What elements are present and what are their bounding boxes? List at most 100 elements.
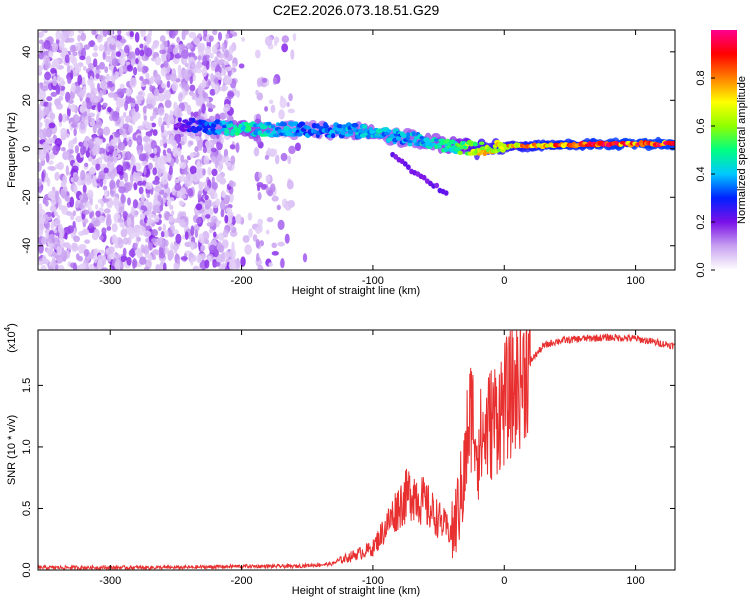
- noise-blob: [96, 140, 101, 146]
- noise-blob: [159, 43, 165, 50]
- noise-blob: [102, 126, 111, 136]
- noise-blob: [84, 162, 89, 168]
- noise-blob: [207, 80, 211, 86]
- noise-blob: [48, 146, 54, 151]
- noise-blob: [100, 78, 107, 89]
- noise-blob: [132, 258, 138, 268]
- noise-blob: [201, 67, 208, 77]
- noise-blob: [135, 58, 139, 64]
- noise-blob: [88, 252, 95, 260]
- noise-blob: [98, 61, 106, 70]
- noise-blob: [204, 198, 212, 210]
- signal-core: [361, 124, 368, 129]
- noise-blob: [140, 30, 146, 38]
- noise-blob: [217, 31, 223, 41]
- noise-blob: [272, 76, 278, 85]
- signal-core: [245, 125, 252, 129]
- noise-blob: [212, 231, 217, 238]
- noise-blob: [214, 57, 220, 65]
- noise-blob: [174, 183, 182, 191]
- noise-blob: [111, 223, 118, 233]
- noise-blob: [74, 42, 81, 51]
- noise-blob: [195, 203, 203, 211]
- noise-blob: [92, 52, 99, 58]
- noise-blob: [197, 190, 203, 195]
- noise-blob: [55, 84, 61, 95]
- noise-blob: [229, 248, 237, 259]
- noise-blob: [56, 74, 61, 83]
- noise-blob: [129, 77, 137, 88]
- noise-blob: [201, 253, 207, 259]
- noise-blob: [56, 214, 61, 220]
- noise-blob: [244, 244, 252, 255]
- noise-blob: [102, 102, 108, 108]
- noise-blob: [184, 62, 189, 68]
- noise-blob: [119, 65, 124, 77]
- noise-blob: [169, 134, 174, 145]
- noise-blob: [139, 43, 144, 49]
- noise-blob: [42, 197, 47, 205]
- noise-blob: [107, 92, 115, 98]
- noise-blob: [61, 113, 68, 123]
- noise-blob: [202, 55, 207, 67]
- noise-blob: [215, 42, 219, 49]
- signal-core: [406, 132, 411, 137]
- signal-core: [298, 121, 306, 126]
- snr-xtick-label: -300: [99, 575, 121, 587]
- noise-blob: [73, 184, 78, 195]
- noise-blob: [235, 142, 240, 153]
- noise-blob: [178, 218, 186, 228]
- signal-core: [228, 123, 234, 127]
- noise-blob: [135, 99, 142, 105]
- noise-blob: [43, 55, 50, 66]
- spectrogram-xtick-label: -100: [362, 275, 384, 287]
- signal-branch: [434, 182, 440, 189]
- noise-blob: [69, 149, 74, 154]
- noise-blob: [38, 32, 45, 38]
- noise-blob: [108, 252, 116, 259]
- noise-blob: [161, 82, 166, 89]
- svg-text:(x104): (x104): [3, 323, 18, 353]
- noise-blob: [170, 210, 175, 216]
- noise-blob: [77, 244, 84, 254]
- noise-blob: [183, 133, 188, 144]
- noise-blob: [181, 187, 187, 195]
- noise-blob: [274, 40, 278, 47]
- noise-blob: [38, 82, 41, 94]
- noise-blob: [116, 88, 124, 98]
- noise-blob: [201, 103, 206, 114]
- noise-blob: [154, 56, 162, 66]
- noise-blob: [83, 44, 91, 50]
- noise-blob: [151, 238, 158, 244]
- noise-blob: [38, 146, 43, 156]
- noise-blob: [159, 155, 167, 166]
- signal-core: [266, 121, 272, 126]
- snr-x-ticks: -300 -200 -100 0 100: [99, 330, 645, 587]
- snr-xtick-label: 0: [501, 575, 507, 587]
- noise-blob: [128, 125, 133, 134]
- noise-blob: [122, 123, 130, 130]
- noise-blob: [67, 244, 72, 251]
- noise-blob: [221, 252, 226, 263]
- noise-blob: [95, 163, 101, 171]
- noise-blob: [194, 229, 199, 238]
- noise-blob: [139, 49, 145, 57]
- noise-blob: [198, 44, 202, 53]
- noise-blob: [109, 179, 116, 190]
- noise-blob: [166, 148, 172, 154]
- snr-xtick-label: -200: [231, 575, 253, 587]
- noise-blob: [172, 147, 177, 157]
- noise-blob: [143, 166, 147, 176]
- noise-blob: [226, 161, 231, 168]
- noise-blob: [160, 230, 165, 238]
- signal-core: [411, 131, 416, 137]
- noise-blob: [84, 172, 92, 183]
- noise-blob: [68, 103, 72, 110]
- noise-blob: [100, 267, 109, 270]
- noise-blob: [167, 52, 171, 60]
- noise-blob: [215, 71, 221, 77]
- noise-blob: [72, 173, 79, 183]
- noise-blob: [255, 239, 260, 249]
- noise-blob: [82, 184, 87, 194]
